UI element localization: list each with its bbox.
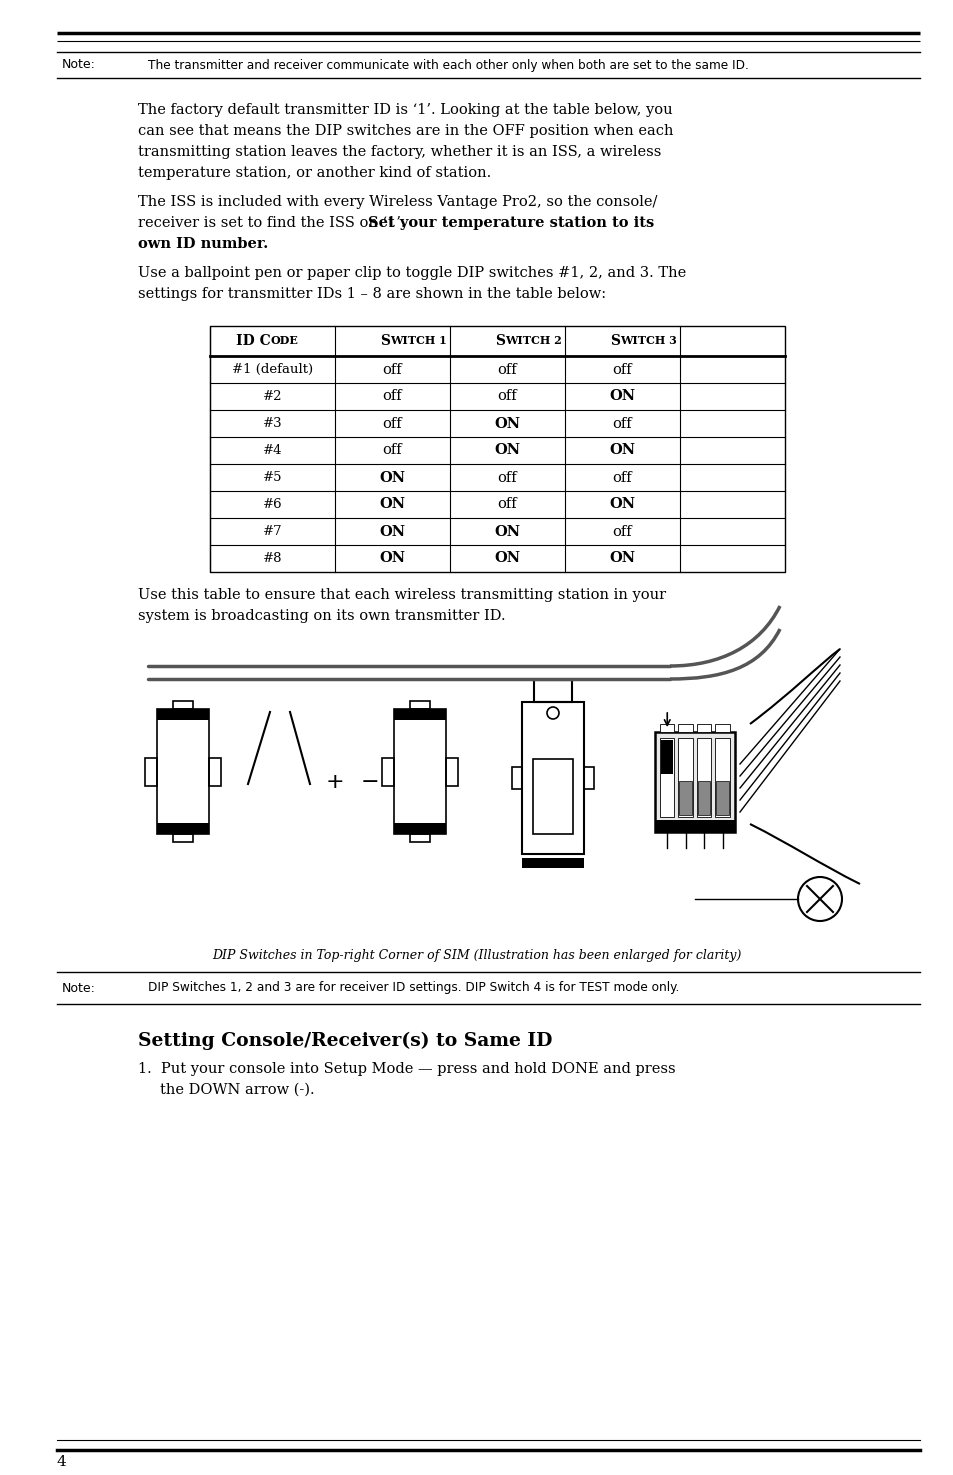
Bar	[655, 732, 734, 832]
Text: #3: #3	[262, 417, 282, 431]
Text: Setting Console/Receiver(s) to Same ID: Setting Console/Receiver(s) to Same ID	[138, 1032, 552, 1050]
Text: WITCH 2: WITCH 2	[505, 335, 561, 347]
Text: off: off	[612, 471, 632, 484]
Text: S: S	[610, 333, 619, 348]
Text: off: off	[612, 363, 632, 376]
Text: system is broadcasting on its own transmitter ID.: system is broadcasting on its own transm…	[138, 609, 505, 622]
Bar	[716, 782, 728, 816]
Text: off: off	[382, 444, 402, 457]
Text: ON: ON	[609, 389, 635, 404]
Text: The factory default transmitter ID is ‘1’. Looking at the table below, you: The factory default transmitter ID is ‘1…	[138, 103, 672, 117]
Text: 4: 4	[57, 1454, 67, 1469]
Bar	[678, 738, 692, 817]
Text: WITCH 1: WITCH 1	[390, 335, 447, 347]
Text: own ID number.: own ID number.	[138, 237, 268, 251]
Text: off: off	[497, 497, 517, 512]
Bar	[655, 820, 734, 832]
Text: ON: ON	[379, 552, 405, 565]
Text: off: off	[497, 389, 517, 404]
Bar	[697, 738, 711, 817]
Bar	[533, 760, 573, 833]
Text: Set your temperature station to its: Set your temperature station to its	[368, 215, 654, 230]
Bar	[659, 724, 674, 732]
Bar	[534, 680, 572, 702]
Bar	[172, 701, 193, 709]
Text: Use a ballpoint pen or paper clip to toggle DIP switches #1, 2, and 3. The: Use a ballpoint pen or paper clip to tog…	[138, 266, 685, 280]
Bar	[659, 738, 674, 817]
Bar	[157, 823, 209, 833]
Bar	[394, 709, 446, 833]
Text: the DOWN arrow (-).: the DOWN arrow (-).	[160, 1083, 314, 1097]
Bar	[715, 738, 729, 817]
Text: Use this table to ensure that each wireless transmitting station in your: Use this table to ensure that each wirel…	[138, 589, 665, 602]
Text: settings for transmitter IDs 1 – 8 are shown in the table below:: settings for transmitter IDs 1 – 8 are s…	[138, 288, 605, 301]
Text: #8: #8	[262, 552, 282, 565]
Text: ON: ON	[609, 497, 635, 512]
Bar	[172, 833, 193, 842]
Bar	[697, 724, 711, 732]
Bar	[381, 758, 394, 786]
Text: temperature station, or another kind of station.: temperature station, or another kind of …	[138, 167, 491, 180]
Text: S: S	[380, 333, 390, 348]
Text: The transmitter and receiver communicate with each other only when both are set : The transmitter and receiver communicate…	[148, 59, 748, 71]
Text: ON: ON	[609, 444, 635, 457]
Text: ON: ON	[609, 552, 635, 565]
Text: off: off	[612, 525, 632, 538]
Bar	[698, 782, 710, 816]
Text: +: +	[325, 771, 344, 792]
Text: off: off	[382, 416, 402, 431]
Text: transmitting station leaves the factory, whether it is an ISS, a wireless: transmitting station leaves the factory,…	[138, 145, 660, 159]
Text: #7: #7	[262, 525, 282, 538]
Text: ON: ON	[494, 525, 520, 538]
Bar	[583, 767, 594, 789]
Bar	[410, 833, 430, 842]
Text: Note:: Note:	[62, 59, 95, 71]
Bar	[145, 758, 157, 786]
Bar	[394, 709, 446, 720]
Text: ID C: ID C	[235, 333, 271, 348]
Text: 1.  Put your console into Setup Mode — press and hold DONE and press: 1. Put your console into Setup Mode — pr…	[138, 1062, 675, 1075]
Text: off: off	[497, 471, 517, 484]
Text: receiver is set to find the ISS on ‘1’.: receiver is set to find the ISS on ‘1’.	[138, 215, 410, 230]
Bar	[521, 858, 583, 867]
Bar	[446, 758, 457, 786]
Text: ON: ON	[494, 444, 520, 457]
Bar	[679, 782, 691, 816]
Text: off: off	[382, 389, 402, 404]
Bar	[678, 724, 692, 732]
Text: can see that means the DIP switches are in the OFF position when each: can see that means the DIP switches are …	[138, 124, 673, 139]
Text: ODE: ODE	[271, 335, 298, 347]
Text: #4: #4	[262, 444, 282, 457]
Text: #1 (default): #1 (default)	[232, 363, 313, 376]
Text: WITCH 3: WITCH 3	[619, 335, 677, 347]
Bar	[512, 767, 521, 789]
Text: ON: ON	[379, 497, 405, 512]
Text: ON: ON	[379, 525, 405, 538]
Bar	[521, 702, 583, 854]
Text: off: off	[382, 363, 402, 376]
Bar	[209, 758, 221, 786]
Text: Note:: Note:	[62, 981, 95, 994]
Text: −: −	[360, 771, 379, 792]
Text: The ISS is included with every Wireless Vantage Pro2, so the console/: The ISS is included with every Wireless …	[138, 195, 657, 209]
Text: DIP Switches 1, 2 and 3 are for receiver ID settings. DIP Switch 4 is for TEST m: DIP Switches 1, 2 and 3 are for receiver…	[148, 981, 679, 994]
Text: ON: ON	[494, 416, 520, 431]
Text: #2: #2	[262, 389, 282, 403]
Text: #5: #5	[262, 471, 282, 484]
Bar	[394, 823, 446, 833]
Bar	[410, 701, 430, 709]
Bar	[157, 709, 209, 720]
Text: #6: #6	[262, 499, 282, 510]
Bar	[715, 724, 729, 732]
Bar	[210, 326, 784, 572]
Text: off: off	[612, 416, 632, 431]
Text: ON: ON	[379, 471, 405, 484]
Text: ON: ON	[494, 552, 520, 565]
Bar	[660, 740, 673, 773]
Text: DIP Switches in Top-right Corner of SIM (Illustration has been enlarged for clar: DIP Switches in Top-right Corner of SIM …	[213, 950, 740, 963]
Text: S: S	[495, 333, 505, 348]
Text: off: off	[497, 363, 517, 376]
Bar	[157, 709, 209, 833]
